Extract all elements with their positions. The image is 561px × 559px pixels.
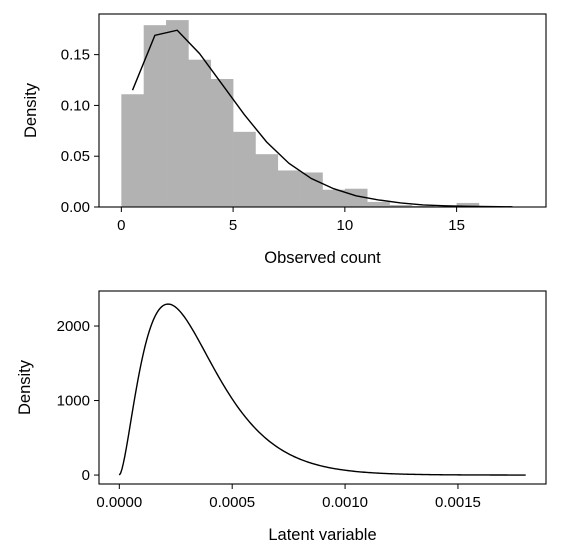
x-axis-label: Latent variable [268, 526, 376, 544]
latent-density-curve [119, 304, 525, 475]
x-tick-label: 0.0015 [435, 494, 481, 511]
y-tick-label: 0 [82, 467, 90, 484]
histogram-bars [121, 20, 479, 207]
y-tick-label: 2000 [57, 318, 90, 335]
y-tick-label: 1000 [57, 393, 90, 410]
histogram-bar [367, 202, 390, 207]
histogram-bar [323, 190, 346, 207]
histogram-panel: 0 5 10 15 0.00 0.05 0.10 0.15 Observed count D… [22, 14, 546, 267]
histogram-bar [211, 79, 234, 207]
histogram-bar [121, 94, 144, 207]
x-axis-label: Observed count [264, 249, 381, 267]
x-tick-label: 0.0000 [96, 494, 142, 511]
histogram-bar [233, 132, 256, 207]
y-tick-label: 0.10 [61, 97, 90, 114]
y-tick-label: 0.00 [61, 199, 90, 216]
histogram-bar [300, 172, 323, 207]
histogram-bar [255, 154, 278, 207]
latent-density-panel: 0.0000 0.0005 0.0010 0.0015 0 1000 2000 Laten… [16, 291, 546, 544]
x-tick-label: 10 [337, 217, 354, 234]
histogram-bar [278, 170, 301, 207]
y-tick-label: 0.05 [61, 148, 90, 165]
y-tick-label: 0.15 [61, 47, 90, 64]
histogram-bar [166, 20, 189, 207]
histogram-bar [188, 60, 211, 207]
y-axis-label: Density [22, 82, 40, 138]
x-tick-label: 0.0005 [209, 494, 255, 511]
x-axis-ticks: 0 5 10 15 [117, 207, 465, 234]
histogram-bar [144, 25, 167, 207]
x-tick-label: 0 [117, 217, 125, 234]
x-tick-label: 15 [448, 217, 465, 234]
y-axis-ticks: 0.00 0.05 0.10 0.15 [61, 47, 99, 216]
y-axis-ticks: 0 1000 2000 [57, 318, 99, 484]
plot-frame [99, 291, 546, 484]
y-axis-label: Density [16, 359, 34, 415]
x-axis-ticks: 0.0000 0.0005 0.0010 0.0015 [96, 484, 481, 511]
x-tick-label: 0.0010 [322, 494, 368, 511]
x-tick-label: 5 [229, 217, 237, 234]
